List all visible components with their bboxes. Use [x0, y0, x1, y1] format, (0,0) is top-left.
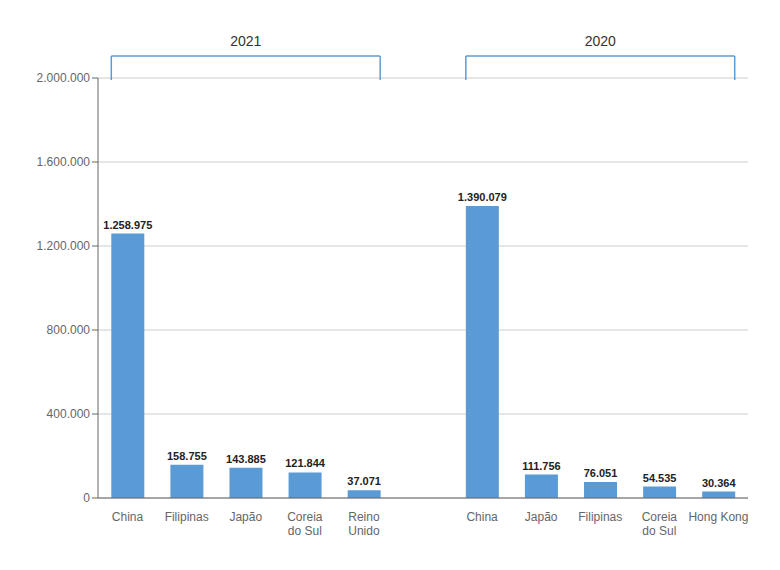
svg-text:121.844: 121.844: [285, 457, 326, 469]
svg-text:2.000.000: 2.000.000: [37, 71, 91, 85]
svg-text:30.364: 30.364: [702, 477, 737, 489]
svg-text:Coreiado Sul: Coreiado Sul: [642, 510, 678, 538]
svg-text:76.051: 76.051: [584, 467, 618, 479]
svg-text:800.000: 800.000: [47, 323, 91, 337]
svg-text:143.885: 143.885: [226, 453, 266, 465]
svg-text:111.756: 111.756: [522, 460, 561, 472]
svg-text:Japão: Japão: [229, 510, 262, 524]
svg-text:Filipinas: Filipinas: [578, 510, 622, 524]
svg-text:Hong Kong: Hong Kong: [688, 510, 748, 524]
svg-text:Coreiado Sul: Coreiado Sul: [287, 510, 323, 538]
svg-text:2021: 2021: [230, 33, 261, 49]
svg-text:Japão: Japão: [525, 510, 558, 524]
svg-text:54.535: 54.535: [643, 472, 677, 484]
svg-text:China: China: [466, 510, 498, 524]
svg-text:158.755: 158.755: [167, 450, 207, 462]
svg-text:China: China: [112, 510, 144, 524]
svg-text:1.258.975: 1.258.975: [103, 219, 152, 231]
svg-text:Filipinas: Filipinas: [165, 510, 209, 524]
svg-text:400.000: 400.000: [47, 407, 91, 421]
svg-text:ReinoUnido: ReinoUnido: [348, 510, 380, 538]
svg-text:0: 0: [83, 491, 90, 505]
svg-text:1.200.000: 1.200.000: [37, 239, 91, 253]
svg-text:37.071: 37.071: [347, 475, 381, 487]
svg-text:2020: 2020: [585, 33, 616, 49]
svg-text:1.390.079: 1.390.079: [458, 191, 507, 203]
svg-text:1.600.000: 1.600.000: [37, 155, 91, 169]
